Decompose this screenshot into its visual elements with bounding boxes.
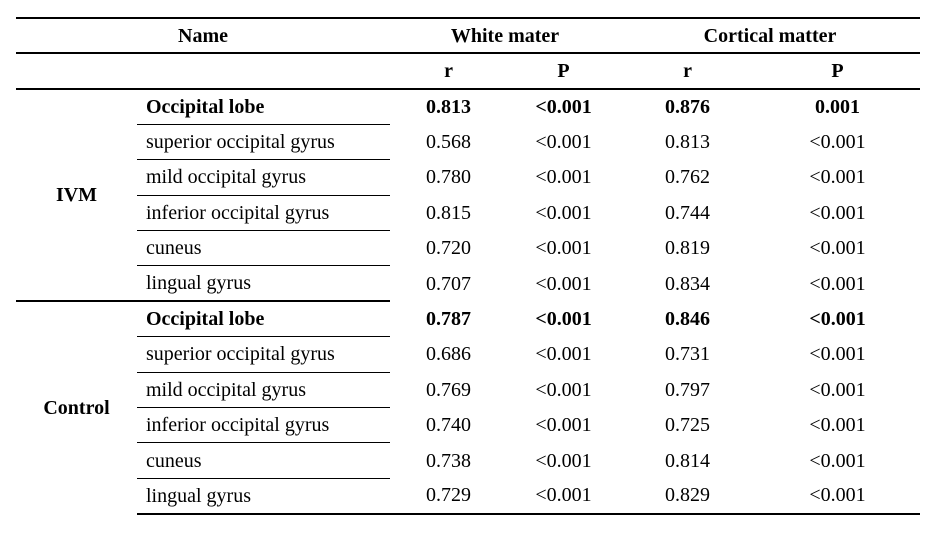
r-value-white: 0.729 xyxy=(390,478,508,515)
p-value-cortical: <0.001 xyxy=(809,237,866,260)
r-value-white: 0.769 xyxy=(426,378,472,401)
table-row: inferior occipital gyrus 0.740 <0.001 0.… xyxy=(16,407,920,444)
p-value-cortical: <0.001 xyxy=(809,166,866,189)
p-value-cortical: <0.001 xyxy=(809,449,866,472)
r-value-white: 0.568 xyxy=(426,131,472,154)
r-value-white: 0.780 xyxy=(426,166,472,189)
r-value-white: 0.813 xyxy=(426,96,472,119)
r-value-cortical: 0.834 xyxy=(665,272,711,295)
table-row: superior occipital gyrus 0.568 <0.001 0.… xyxy=(16,124,920,161)
region-name: Occipital lobe xyxy=(137,89,391,125)
table-row: inferior occipital gyrus 0.815 <0.001 0.… xyxy=(16,195,920,232)
region-name: mild occipital gyrus xyxy=(137,159,391,196)
p-value-cortical: <0.001 xyxy=(809,131,866,154)
p-value-cortical: <0.001 xyxy=(809,378,866,401)
region-name: superior occipital gyrus xyxy=(137,336,391,373)
table-header-row: Name White mater Cortical matter xyxy=(16,17,921,54)
p-value-cortical: <0.001 xyxy=(809,272,866,295)
table-row: IVM Occipital lobe 0.813 <0.001 0.876 0.… xyxy=(16,89,920,303)
r-value-cortical: 0.797 xyxy=(665,378,711,401)
r-value-cortical: 0.846 xyxy=(665,308,711,331)
p-value-cortical: 0.001 xyxy=(815,96,861,119)
r-value-white: 0.738 xyxy=(426,449,472,472)
r-value-cortical: 0.744 xyxy=(665,201,711,224)
table-row: lingual gyrus 0.707 <0.001 0.834 <0.001 xyxy=(16,265,920,303)
p-value-white: <0.001 xyxy=(535,378,592,401)
r-value-cortical: 0.762 xyxy=(665,166,711,189)
r-value-white: 0.740 xyxy=(426,414,472,437)
p-value-white: <0.001 xyxy=(535,131,592,154)
r-value-white: 0.686 xyxy=(426,343,472,366)
region-name: cuneus xyxy=(137,442,391,479)
p-value-white: <0.001 xyxy=(507,478,621,515)
p-value-cortical: <0.001 xyxy=(809,201,866,224)
r-value-white: 0.815 xyxy=(426,201,472,224)
region-name: superior occipital gyrus xyxy=(137,124,391,161)
subheader-p-white: P xyxy=(507,53,621,90)
subheader-spacer xyxy=(16,53,391,90)
column-header-white-matter: White mater xyxy=(390,17,621,54)
table-row: cuneus 0.738 <0.001 0.814 <0.001 xyxy=(16,442,920,479)
column-header-name: Name xyxy=(16,17,391,54)
r-value-white: 0.707 xyxy=(426,272,472,295)
r-value-cortical: 0.725 xyxy=(665,414,711,437)
group-label-ivm: IVM xyxy=(16,89,137,303)
r-value-cortical: 0.819 xyxy=(665,237,711,260)
p-value-cortical: <0.001 xyxy=(809,308,866,331)
region-name: Occipital lobe xyxy=(137,301,391,338)
region-name: cuneus xyxy=(137,230,391,267)
column-header-cortical-matter: Cortical matter xyxy=(620,17,921,54)
p-value-white: <0.001 xyxy=(535,272,592,295)
p-value-cortical: <0.001 xyxy=(809,343,866,366)
region-name: lingual gyrus xyxy=(137,478,391,515)
table-row: cuneus 0.720 <0.001 0.819 <0.001 xyxy=(16,230,920,267)
region-name: inferior occipital gyrus xyxy=(137,195,391,232)
p-value-white: <0.001 xyxy=(535,343,592,366)
table-row: Control Occipital lobe 0.787 <0.001 0.84… xyxy=(16,301,920,419)
r-value-white: 0.787 xyxy=(426,308,472,331)
region-name: mild occipital gyrus xyxy=(137,372,391,409)
p-value-cortical: <0.001 xyxy=(809,414,866,437)
table-row: mild occipital gyrus 0.780 <0.001 0.762 … xyxy=(16,159,920,196)
p-value-white: <0.001 xyxy=(535,96,592,119)
subheader-r-cortical: r xyxy=(620,53,756,90)
p-value-white: <0.001 xyxy=(535,201,592,224)
table-row: lingual gyrus 0.729 <0.001 0.829 <0.001 xyxy=(16,478,921,515)
subheader-r-white: r xyxy=(390,53,508,90)
p-value-white: <0.001 xyxy=(535,166,592,189)
p-value-white: <0.001 xyxy=(535,449,592,472)
p-value-white: <0.001 xyxy=(535,237,592,260)
r-value-cortical: 0.731 xyxy=(665,343,711,366)
r-value-cortical: 0.813 xyxy=(665,131,711,154)
table-subheader-row: r P r P xyxy=(16,53,921,90)
r-value-cortical: 0.814 xyxy=(665,449,711,472)
p-value-white: <0.001 xyxy=(535,414,592,437)
table-row: superior occipital gyrus 0.686 <0.001 0.… xyxy=(16,336,920,373)
region-name: inferior occipital gyrus xyxy=(137,407,391,444)
subheader-p-cortical: P xyxy=(755,53,921,90)
table-row: mild occipital gyrus 0.769 <0.001 0.797 … xyxy=(16,372,920,409)
region-name: lingual gyrus xyxy=(137,265,391,303)
r-value-white: 0.720 xyxy=(426,237,472,260)
correlation-table: Name White mater Cortical matter r P r P… xyxy=(16,17,921,515)
r-value-cortical: 0.829 xyxy=(620,478,756,515)
group-label-control: Control xyxy=(43,397,110,420)
p-value-white: <0.001 xyxy=(535,308,592,331)
r-value-cortical: 0.876 xyxy=(665,96,711,119)
p-value-cortical: <0.001 xyxy=(755,478,921,515)
